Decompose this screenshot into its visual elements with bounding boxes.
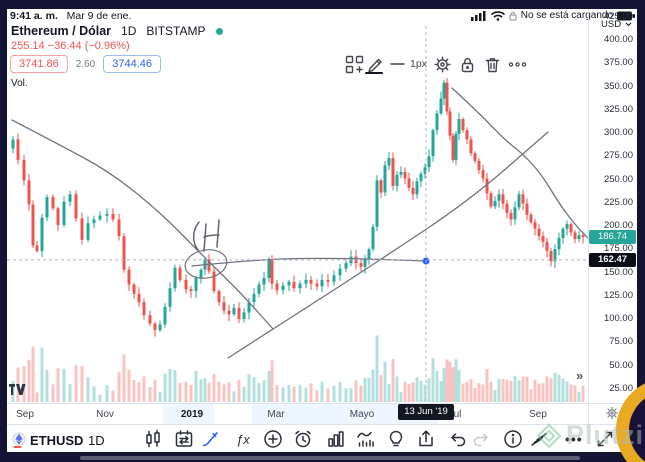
waves-icon[interactable] <box>528 428 550 450</box>
symbol-logo-icon[interactable] <box>12 432 27 454</box>
price-tick-label: 50.00 <box>609 359 633 371</box>
volume-label: Vol. <box>11 78 28 89</box>
price-tick-label: 125.00 <box>603 289 633 301</box>
pencil-tool-button[interactable] <box>364 53 386 75</box>
price-tick-label: 425.00 <box>603 10 633 22</box>
undo-icon[interactable] <box>447 428 469 450</box>
share-export-icon[interactable] <box>415 428 437 450</box>
chevron-down-icon <box>625 22 632 27</box>
axis-highlight-band <box>163 404 214 425</box>
price-tick-label: 275.00 <box>603 150 633 162</box>
goto-date-icon[interactable] <box>173 428 195 450</box>
indicators-fx-button[interactable]: ƒx <box>236 432 250 447</box>
time-axis[interactable]: Sep Nov 2019 Mar Mayo Jul Sep <box>7 404 588 425</box>
symbol-button[interactable]: ETHUSD <box>30 433 84 448</box>
selected-price-badge: 162.47 <box>589 252 636 267</box>
price-axis[interactable]: 425.00 400.00 375.00 350.00 325.00 300.00 275.… <box>588 9 637 425</box>
orientation-lock-icon <box>509 11 517 21</box>
drawing-templates-button[interactable] <box>343 53 365 75</box>
time-tick-label: 2019 <box>180 409 204 420</box>
time-tick-label: Sep <box>529 409 547 420</box>
status-date: Mar 9 de ene. <box>66 10 132 22</box>
price-tick-label: 200.00 <box>603 220 633 231</box>
add-plus-icon[interactable] <box>262 428 284 450</box>
interval-button[interactable]: 1D <box>88 433 105 448</box>
status-bar-left: 9:41 a. m. Mar 9 de ene. <box>10 10 131 22</box>
price-tick-label: 350.00 <box>603 80 633 92</box>
status-time: 9:41 a. m. <box>10 10 58 22</box>
time-tick-label: Sep <box>16 409 34 420</box>
fullscreen-icon[interactable] <box>594 428 616 450</box>
currency-selector[interactable]: USD <box>601 19 632 30</box>
price-tick-label: 25.00 <box>609 382 633 394</box>
charging-status-text: No se está cargando <box>520 10 613 21</box>
drawing-more-options-icon[interactable] <box>506 53 528 75</box>
price-tick-label: 250.00 <box>603 173 633 185</box>
chart-style-candles-icon[interactable] <box>142 428 164 450</box>
price-tick-label: 225.00 <box>603 196 633 208</box>
price-tick-label: 325.00 <box>603 103 633 115</box>
price-change-line: 255.14 −36.44 (−0.96%) <box>11 40 130 52</box>
alert-clock-icon[interactable] <box>292 428 314 450</box>
corner-logo <box>616 378 645 462</box>
active-tool-underline <box>365 71 383 74</box>
interval-label[interactable]: 1D <box>121 24 137 38</box>
market-screener-icon[interactable] <box>355 428 377 450</box>
chart-canvas[interactable] <box>7 9 588 403</box>
time-tick-label: Mar <box>267 409 285 420</box>
sell-button[interactable]: 3741.86 <box>10 55 68 73</box>
wifi-icon <box>490 11 505 21</box>
time-tick-label: Nov <box>96 409 114 420</box>
price-tick-label: 300.00 <box>603 127 633 138</box>
time-axis-top-separator <box>7 403 637 404</box>
info-icon[interactable] <box>502 428 524 450</box>
ideas-bulb-icon[interactable] <box>385 428 407 450</box>
price-tick-label: 375.00 <box>603 57 633 69</box>
toolbar-top-separator <box>7 424 637 425</box>
toolbar-more-button[interactable]: ••• <box>565 431 583 447</box>
redo-icon[interactable] <box>470 428 492 450</box>
price-tick-label: 175.00 <box>603 243 633 255</box>
tradingview-app <box>7 9 637 452</box>
home-indicator[interactable] <box>80 456 580 460</box>
lock-drawing-icon[interactable] <box>456 53 478 75</box>
crosshair-date-tooltip: 13 Jun '19 <box>398 404 454 420</box>
axis-highlight-band <box>252 404 438 425</box>
exchange-label: BITSTAMP <box>146 24 206 38</box>
time-tick-label: Jul <box>448 409 462 420</box>
signal-bars-icon <box>470 11 486 21</box>
line-width-value: 1px <box>410 57 427 70</box>
quote-row: 3741.86 2.60 3744.46 <box>10 55 161 73</box>
delete-drawing-trash-icon[interactable] <box>481 53 503 75</box>
price-tick-label: 400.00 <box>603 34 633 45</box>
spread-value: 2.60 <box>75 58 96 70</box>
symbol-header: Ethereum / Dólar 1D BITSTAMP <box>11 24 223 38</box>
status-bar-right: No se está cargando <box>470 10 636 21</box>
last-price-badge: 186.74 <box>589 230 636 245</box>
draw-brush-icon[interactable] <box>199 428 221 450</box>
buy-button[interactable]: 3744.46 <box>103 55 161 73</box>
line-width-button[interactable]: 1px <box>390 56 427 71</box>
bar-chart-icon[interactable] <box>325 428 347 450</box>
tradingview-logo <box>9 384 26 395</box>
realtime-dot <box>215 27 223 35</box>
price-tick-label: 75.00 <box>609 336 633 348</box>
battery-icon <box>617 11 635 20</box>
drawing-settings-gear-icon[interactable] <box>431 53 453 75</box>
currency-label: USD <box>601 19 622 30</box>
line-width-icon <box>390 63 405 65</box>
axis-settings-gear-icon[interactable] <box>603 404 621 422</box>
time-tick-label: Mayo <box>349 409 375 420</box>
price-tick-label: 150.00 <box>603 266 633 278</box>
price-axis-separator <box>588 9 589 425</box>
symbol-title[interactable]: Ethereum / Dólar <box>11 24 112 38</box>
goto-realtime-button[interactable]: » <box>576 368 584 383</box>
price-tick-label: 100.00 <box>603 313 633 324</box>
